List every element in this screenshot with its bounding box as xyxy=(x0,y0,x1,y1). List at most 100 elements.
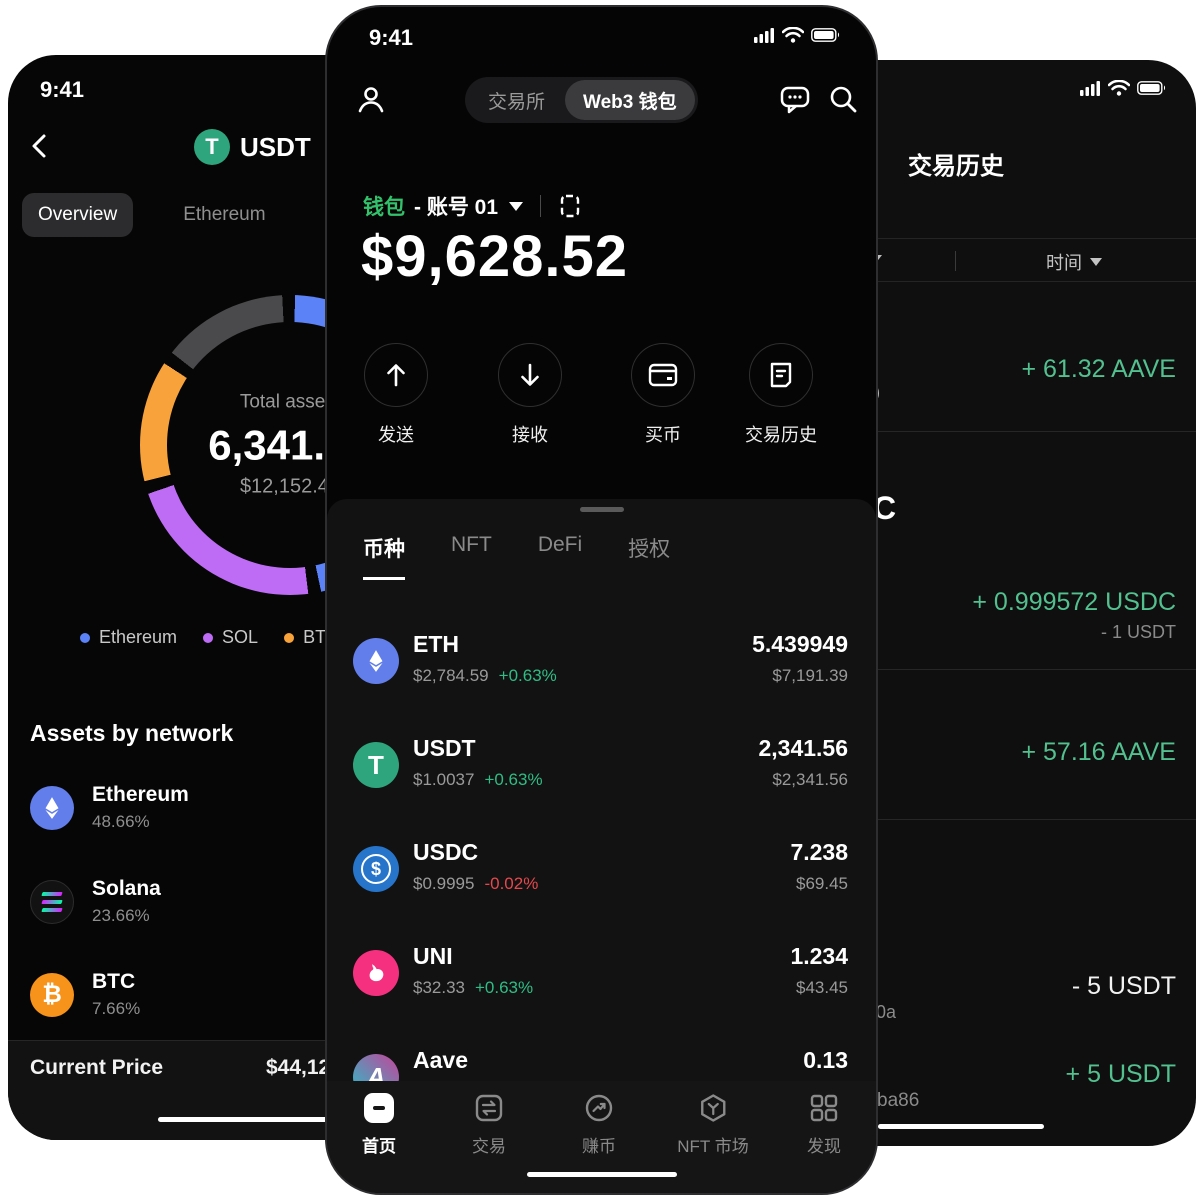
bottom-nav: 首页 交易 赚币 NFT 市场 发现 xyxy=(327,1081,876,1193)
battery-icon xyxy=(811,28,840,42)
buy-crypto-button[interactable]: 买币 xyxy=(631,343,695,447)
time-sort-button[interactable]: 时间 xyxy=(1046,249,1102,275)
total-assets-label: Total assets xyxy=(239,391,341,413)
receipt-icon xyxy=(770,362,792,388)
token-change: -0.02% xyxy=(484,874,539,893)
legend-label: Ethereum xyxy=(99,627,178,647)
transaction-amount[interactable]: + 0.999572 USDC xyxy=(972,588,1176,616)
wifi-icon xyxy=(1108,80,1130,96)
token-row-usdt[interactable]: T USDT $1.0037 +0.63% 2,341.56 $2,341.56 xyxy=(327,713,876,817)
nav-nft-market[interactable]: NFT 市场 xyxy=(677,1093,749,1157)
network-name: BTC xyxy=(92,970,136,993)
segmented-control: 交易所 Web3 钱包 xyxy=(465,77,698,123)
nav-discover[interactable]: 发现 xyxy=(807,1093,841,1157)
card-icon xyxy=(648,363,678,387)
nav-home[interactable]: 首页 xyxy=(362,1093,396,1157)
tab-overview[interactable]: Overview xyxy=(22,193,134,237)
status-time: 9:41 xyxy=(369,25,414,50)
tab-coins[interactable]: 币种 xyxy=(363,533,405,580)
tab-defi[interactable]: DeFi xyxy=(537,533,583,556)
nav-trade[interactable]: 交易 xyxy=(472,1093,506,1157)
token-symbol: UNI xyxy=(413,943,453,969)
transaction-amount[interactable]: - 5 USDT xyxy=(1071,972,1176,1000)
nav-label: 赚币 xyxy=(582,1137,616,1156)
token-symbol: ETH xyxy=(413,631,459,657)
home-indicator[interactable] xyxy=(878,1124,1044,1129)
tab-nft[interactable]: NFT xyxy=(451,533,492,556)
drag-handle[interactable] xyxy=(579,507,624,512)
token-amount: 0.13 xyxy=(803,1047,848,1073)
nav-earn[interactable]: 赚币 xyxy=(582,1093,616,1157)
usdc-icon: $ xyxy=(353,846,399,892)
tab-ethereum[interactable]: Ethereum xyxy=(183,204,266,225)
tab-web3-wallet[interactable]: Web3 钱包 xyxy=(565,80,695,120)
assets-by-network-title: Assets by network xyxy=(30,720,234,746)
asset-tabs: 币种 NFT DeFi 授权 xyxy=(363,533,670,580)
back-icon[interactable] xyxy=(28,133,52,159)
token-fiat: $7,191.39 xyxy=(772,666,848,685)
token-price: $0.9995 xyxy=(413,874,475,893)
token-price: $1.0037 xyxy=(413,770,475,789)
network-percent: 48.66% xyxy=(92,812,150,831)
network-row-solana[interactable]: Solana 23.66% xyxy=(30,877,161,926)
token-row-eth[interactable]: ETH $2,784.59 +0.63% 5.439949 $7,191.39 xyxy=(327,609,876,713)
send-button[interactable]: 发送 xyxy=(364,343,428,447)
wallet-label: 钱包 xyxy=(363,196,405,219)
chevron-down-icon xyxy=(1090,258,1102,266)
token-amount: 7.238 xyxy=(790,839,848,865)
action-label: 接收 xyxy=(512,425,548,445)
transaction-sub-amount: - 1 USDT xyxy=(1100,622,1176,642)
transaction-amount[interactable]: + 61.32 AAVE xyxy=(1021,355,1176,383)
token-symbol: USDC xyxy=(413,839,479,865)
battery-icon xyxy=(1137,81,1166,95)
transaction-history-title: 交易历史 xyxy=(908,153,1004,180)
transaction-amount[interactable]: + 57.16 AAVE xyxy=(1021,738,1176,766)
tx-left-fragment: C xyxy=(873,490,897,526)
tab-exchange[interactable]: 交易所 xyxy=(488,91,546,113)
search-icon[interactable] xyxy=(827,83,859,115)
network-row-ethereum[interactable]: Ethereum 48.66% xyxy=(30,783,189,832)
donut-legend: Ethereum SOL BTC xyxy=(80,627,339,648)
btc-icon: ₿ xyxy=(30,972,74,1017)
token-fiat: $69.45 xyxy=(796,874,848,893)
legend-ethereum: Ethereum xyxy=(80,627,177,648)
solana-icon xyxy=(30,879,74,924)
chat-icon[interactable] xyxy=(779,83,811,115)
home-indicator[interactable] xyxy=(158,1117,353,1122)
token-title: T USDT xyxy=(194,129,311,165)
token-price: $32.33 xyxy=(413,978,465,997)
tab-approvals[interactable]: 授权 xyxy=(628,538,671,561)
token-symbol: Aave xyxy=(413,1047,468,1073)
network-percent: 23.66% xyxy=(92,906,150,925)
usdt-icon: T xyxy=(194,129,230,165)
token-amount: 1.234 xyxy=(790,943,848,969)
uni-icon xyxy=(353,950,399,996)
status-icons xyxy=(754,27,840,43)
ethereum-icon xyxy=(30,785,74,830)
legend-dot-sol xyxy=(203,632,214,643)
grid-icon xyxy=(810,1094,838,1122)
network-name: Ethereum xyxy=(92,783,189,806)
status-icons xyxy=(1080,80,1166,96)
network-percent: 7.66% xyxy=(92,999,141,1018)
home-indicator[interactable] xyxy=(526,1172,677,1177)
scan-icon[interactable] xyxy=(558,193,582,219)
assets-sheet: 币种 NFT DeFi 授权 ETH $2,784.59 +0.63% 5.439… xyxy=(327,499,876,1193)
receive-button[interactable]: 接收 xyxy=(498,343,562,447)
wallet-account-selector[interactable]: 钱包 - 账号 01 xyxy=(363,191,582,221)
eth-icon xyxy=(353,638,399,684)
arrow-up-icon xyxy=(387,364,405,387)
transaction-amount[interactable]: + 5 USDT xyxy=(1065,1060,1176,1088)
network-row-btc[interactable]: ₿ BTC 7.66% xyxy=(30,970,140,1019)
nft-icon xyxy=(700,1094,726,1122)
transaction-history-button[interactable]: 交易历史 xyxy=(745,343,817,447)
profile-icon[interactable] xyxy=(355,83,387,115)
token-row-uni[interactable]: UNI $32.33 +0.63% 1.234 $43.45 xyxy=(327,921,876,1025)
account-label: - 账号 01 xyxy=(414,196,499,219)
swap-icon xyxy=(475,1094,503,1122)
earn-icon xyxy=(585,1094,613,1122)
token-row-usdc[interactable]: $ USDC $0.9995 -0.02% 7.238 $69.45 xyxy=(327,817,876,921)
token-fiat: $43.45 xyxy=(796,978,848,997)
time-sort-label: 时间 xyxy=(1046,253,1082,273)
